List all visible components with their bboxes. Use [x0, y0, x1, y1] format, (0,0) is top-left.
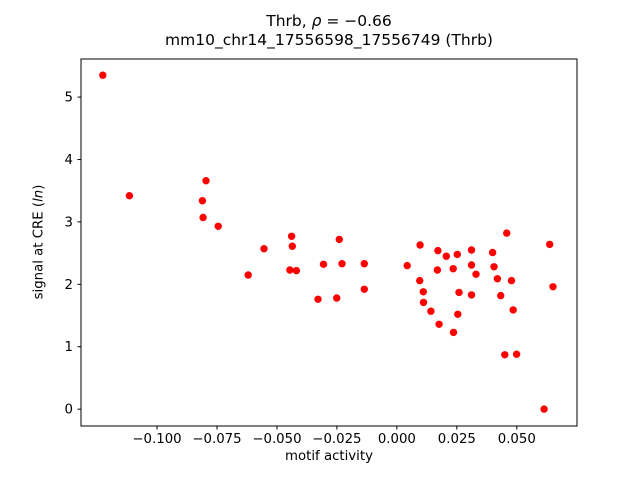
scatter-point: [286, 266, 294, 274]
scatter-point: [288, 242, 296, 250]
scatter-point: [449, 265, 457, 273]
scatter-point: [319, 260, 328, 268]
scatter-point: [472, 270, 480, 278]
scatter-point: [287, 232, 296, 240]
scatter-point: [360, 260, 368, 268]
scatter-point: [416, 276, 424, 285]
scatter-point: [125, 192, 134, 200]
scatter-point: [433, 266, 442, 274]
x-tick-label: 0.050: [498, 432, 536, 447]
scatter-point: [503, 229, 511, 237]
scatter-point: [497, 291, 505, 300]
scatter-point: [314, 295, 322, 303]
scatter-point: [214, 222, 222, 230]
scatter-point: [488, 248, 497, 257]
rho-symbol: ρ: [311, 12, 322, 30]
y-tick-label: 0: [65, 403, 73, 418]
scatter-point: [493, 275, 502, 283]
x-axis-label: motif activity: [285, 449, 373, 464]
scatter-point: [435, 320, 443, 328]
scatter-point: [449, 328, 458, 337]
y-axis-label-suffix: ): [31, 184, 47, 190]
scatter-point: [490, 263, 498, 271]
chart-title: Thrb, ρ = −0.66: [266, 12, 392, 30]
y-tick-label: 1: [65, 340, 73, 355]
scatter-point: [549, 283, 557, 291]
scatter-point: [333, 294, 341, 302]
x-tick-label: −0.075: [192, 432, 241, 447]
scatter-point: [467, 246, 476, 254]
chart-title-correlation-value: = −0.66: [321, 12, 392, 30]
scatter-point: [202, 177, 210, 185]
x-tick-label: −0.025: [312, 432, 361, 447]
scatter-point: [540, 405, 548, 413]
scatter-point: [419, 288, 427, 296]
scatter-point: [416, 241, 424, 249]
scatter-point: [419, 298, 428, 307]
scatter-point: [509, 306, 517, 314]
chart-title-prefix: Thrb,: [266, 12, 312, 30]
scatter-point: [442, 252, 450, 260]
scatter-point: [199, 213, 207, 222]
scatter-point: [455, 288, 463, 297]
scatter-point: [244, 271, 252, 279]
scatter-point: [546, 240, 554, 249]
y-axis-label-prefix: signal at CRE (: [31, 201, 47, 300]
scatter-point: [338, 260, 346, 268]
scatter-point: [467, 291, 476, 299]
x-tick-label: 0.025: [438, 432, 476, 447]
chart-subtitle: mm10_chr14_17556598_17556749 (Thrb): [165, 31, 493, 49]
scatter-point: [501, 351, 509, 359]
scatter-point: [198, 197, 207, 205]
scatter-point: [467, 261, 476, 269]
axes-spines: [80, 58, 578, 427]
scatter-point: [454, 310, 462, 318]
y-axis-label-ln: ln: [31, 189, 47, 202]
scatter-point: [434, 246, 442, 255]
x-tick-label: 0.000: [378, 432, 416, 447]
y-tick-label: 2: [65, 278, 73, 293]
y-tick-label: 5: [65, 91, 73, 106]
scatter-point: [99, 71, 107, 79]
scatter-point: [512, 350, 521, 358]
scatter-point: [403, 261, 411, 270]
y-tick-label: 4: [65, 153, 73, 168]
scatter-point: [260, 245, 268, 253]
x-tick-label: −0.050: [252, 432, 301, 447]
scatter-point: [453, 250, 461, 259]
y-axis-label: signal at CRE (ln): [32, 185, 47, 300]
scatter-point: [335, 235, 343, 244]
x-tick-label: −0.100: [132, 432, 181, 447]
scatter-point: [507, 276, 516, 285]
scatter-point: [292, 266, 301, 275]
scatter-point: [427, 307, 435, 315]
scatter-point: [360, 285, 368, 293]
y-tick-label: 3: [65, 215, 73, 230]
